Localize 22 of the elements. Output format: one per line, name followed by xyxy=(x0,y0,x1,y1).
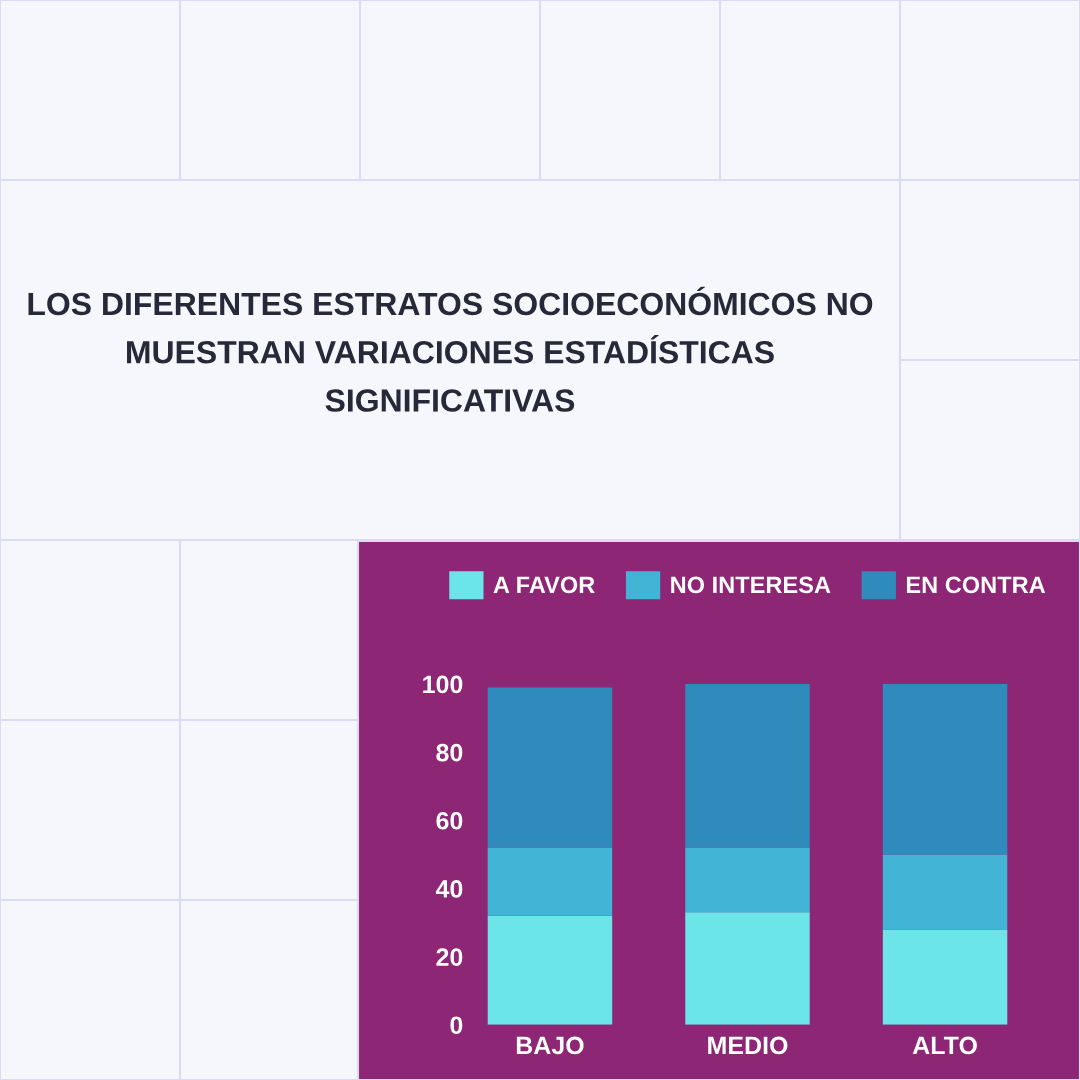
y-tick-label: 100 xyxy=(423,675,463,694)
legend-label: A FAVOR xyxy=(493,576,595,594)
legend-label: NO INTERESA xyxy=(671,576,831,594)
legend-label: EN CONTRA xyxy=(906,576,1046,594)
bar xyxy=(685,912,810,1025)
bar xyxy=(685,684,810,848)
bar xyxy=(487,687,613,848)
bar xyxy=(882,929,1008,1025)
bar xyxy=(685,847,810,913)
x-tick-label: MEDIO xyxy=(708,1036,788,1055)
y-tick-label: 0 xyxy=(450,1016,463,1035)
y-tick-label: 40 xyxy=(435,880,463,898)
x-tick-label: BAJO xyxy=(516,1036,584,1055)
y-tick-label: 80 xyxy=(436,743,463,762)
chart-title: LOS DIFERENTES ESTRATOS SOCIOECONÓMICOS NO MUESTRAN VARIACIONES ESTADÍSTICAS SIGNIFICATIVAS xyxy=(28,286,873,412)
bar xyxy=(487,847,613,916)
bar xyxy=(487,915,613,1025)
y-tick-label: 60 xyxy=(436,811,463,830)
y-tick-label: 20 xyxy=(436,948,463,966)
x-tick-label: ALTO xyxy=(912,1036,977,1055)
bar xyxy=(882,684,1008,855)
bar xyxy=(882,854,1008,930)
